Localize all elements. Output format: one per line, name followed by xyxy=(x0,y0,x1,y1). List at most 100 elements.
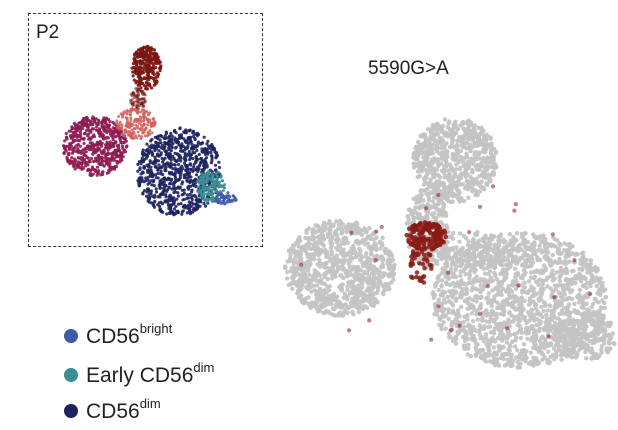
cell-dot xyxy=(214,185,217,189)
cell-dot xyxy=(552,283,558,288)
cell-dot xyxy=(167,195,171,199)
cell-dot xyxy=(96,165,100,169)
cell-dot xyxy=(415,139,421,145)
cell-dot xyxy=(321,288,326,294)
cell-dot xyxy=(143,189,147,193)
cell-dot xyxy=(101,163,105,167)
cell-dot xyxy=(191,202,195,206)
cell-dot xyxy=(490,288,495,293)
cell-dot xyxy=(153,135,157,139)
cell-dot xyxy=(132,78,136,82)
cell-dot xyxy=(182,176,186,180)
cell-dot xyxy=(364,236,369,241)
cell-dot xyxy=(77,125,81,129)
cell-dot xyxy=(87,128,91,132)
cell-dot xyxy=(160,202,164,206)
cell-dot xyxy=(134,51,138,56)
cell-dot xyxy=(426,197,432,203)
cell-dot xyxy=(169,205,173,209)
cell-dot xyxy=(147,145,151,149)
cell-dot xyxy=(135,105,139,109)
cell-dot xyxy=(580,301,586,306)
cell-dot xyxy=(465,306,470,311)
cell-dot xyxy=(371,269,376,274)
cell-dot xyxy=(72,121,76,125)
cell-dot xyxy=(204,160,208,164)
cell-dot xyxy=(325,232,331,238)
cell-dot xyxy=(179,156,183,160)
cell-dot xyxy=(179,202,183,206)
cell-dot xyxy=(287,257,293,262)
cell-dot xyxy=(345,270,350,275)
cell-dot xyxy=(298,267,304,272)
cell-dot xyxy=(552,276,557,282)
cell-dot xyxy=(90,173,94,178)
cell-dot xyxy=(176,202,181,206)
cell-dot xyxy=(380,258,385,264)
cell-dot xyxy=(296,290,301,295)
cell-dot xyxy=(442,195,448,201)
cell-dot xyxy=(304,230,309,235)
cell-dot xyxy=(411,216,416,221)
cell-dot xyxy=(345,297,350,302)
cell-dot xyxy=(147,112,151,116)
cell-dot xyxy=(343,302,348,307)
cell-dot xyxy=(431,175,437,180)
cell-dot xyxy=(74,163,78,167)
cell-dot xyxy=(179,144,183,148)
cell-dot xyxy=(167,177,171,181)
cell-dot xyxy=(363,253,368,259)
cell-dot xyxy=(188,212,192,216)
cell-dot xyxy=(125,144,129,148)
cell-dot xyxy=(357,246,362,251)
cell-dot xyxy=(142,83,146,88)
cell-dot xyxy=(406,220,411,226)
cell-dot xyxy=(143,57,147,62)
cell-dot xyxy=(208,197,212,201)
cell-dot xyxy=(184,146,188,150)
cell-dot xyxy=(103,119,107,123)
cell-dot xyxy=(79,132,83,137)
cell-dot xyxy=(221,179,225,183)
cell-dot xyxy=(135,126,139,130)
cell-dot xyxy=(112,158,116,162)
cell-dot xyxy=(366,276,371,282)
cell-dot xyxy=(544,312,549,318)
cell-dot xyxy=(77,156,81,160)
cell-dot xyxy=(522,298,527,304)
cell-dot xyxy=(72,148,76,152)
cell-dot xyxy=(379,254,384,259)
cell-dot xyxy=(458,269,463,274)
cell-dot xyxy=(201,194,205,198)
cell-dot xyxy=(142,117,146,121)
cell-dot xyxy=(373,241,378,246)
cell-dot xyxy=(335,267,341,272)
cell-dot xyxy=(82,153,87,157)
cell-dot xyxy=(341,275,346,281)
cell-dot xyxy=(130,128,134,132)
cell-dot xyxy=(164,195,168,199)
cell-dot xyxy=(185,165,189,169)
cell-dot xyxy=(187,187,191,191)
cell-dot xyxy=(188,192,192,197)
cell-dot xyxy=(327,284,332,289)
cell-dot xyxy=(217,200,221,204)
cell-dot xyxy=(185,169,189,173)
cell-dot xyxy=(546,349,551,354)
cell-dot xyxy=(329,266,335,271)
cell-dot xyxy=(86,134,90,138)
cell-dot xyxy=(504,351,509,357)
cell-dot xyxy=(450,127,455,132)
cell-dot xyxy=(138,127,142,131)
cell-dot xyxy=(176,140,180,144)
cell-dot xyxy=(193,136,197,141)
cell-dot xyxy=(481,339,487,344)
cell-dot xyxy=(140,156,144,160)
cell-dot xyxy=(472,141,477,146)
cell-dot xyxy=(191,150,195,155)
cell-dot xyxy=(557,275,562,280)
cell-dot xyxy=(202,135,206,139)
cell-dot xyxy=(86,163,90,167)
cell-dot xyxy=(431,195,437,200)
